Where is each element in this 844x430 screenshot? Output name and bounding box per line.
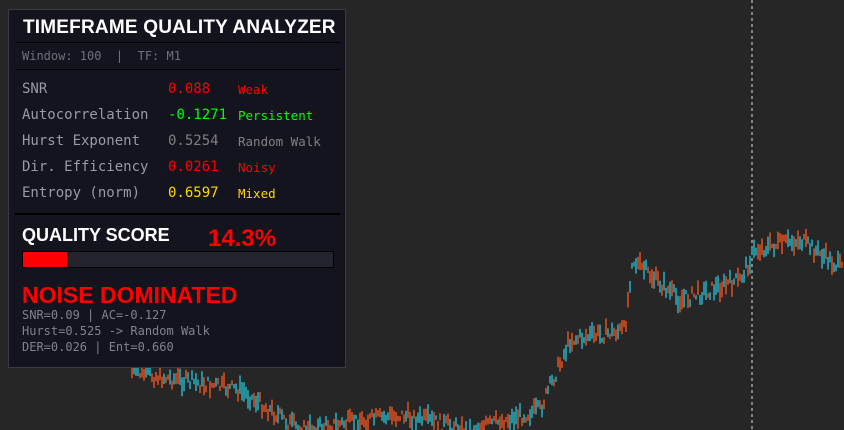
metric-value: -0.1271: [168, 107, 228, 123]
summary-line: SNR=0.09 | AC=-0.127: [22, 308, 167, 322]
metric-status: Noisy: [238, 160, 276, 175]
summary-line: DER=0.026 | Ent=0.660: [22, 340, 174, 354]
summary-line: Hurst=0.525 -> Random Walk: [22, 324, 210, 338]
verdict: NOISE DOMINATED: [22, 282, 238, 308]
metric-status: Persistent: [238, 108, 314, 123]
panel-subtitle: Window: 100 | TF: M1: [22, 49, 181, 63]
metric-status: Mixed: [238, 186, 276, 201]
divider: [15, 213, 340, 215]
metric-value: 0.0261: [168, 159, 219, 175]
quality-score-value: 14.3%: [208, 225, 277, 252]
quality-score-fill: [23, 252, 68, 267]
quality-analyzer-panel: TIMEFRAME QUALITY ANALYZER Window: 100 |…: [8, 9, 346, 368]
metric-value: 0.088: [168, 81, 211, 97]
metric-label: Dir. Efficiency: [22, 159, 149, 175]
metric-status: Random Walk: [238, 134, 321, 149]
divider: [15, 69, 340, 70]
metric-label: Autocorrelation: [22, 107, 149, 123]
divider: [15, 42, 340, 43]
metric-status: Weak: [238, 82, 269, 97]
metric-label: SNR: [22, 81, 48, 97]
metric-label: Entropy (norm): [22, 185, 141, 201]
quality-score-label: QUALITY SCORE: [22, 225, 170, 245]
panel-title: TIMEFRAME QUALITY ANALYZER: [23, 17, 336, 38]
metric-value: 0.6597: [168, 185, 219, 201]
metric-value: 0.5254: [168, 133, 219, 149]
metric-label: Hurst Exponent: [22, 133, 141, 149]
quality-score-bar: [22, 251, 334, 268]
